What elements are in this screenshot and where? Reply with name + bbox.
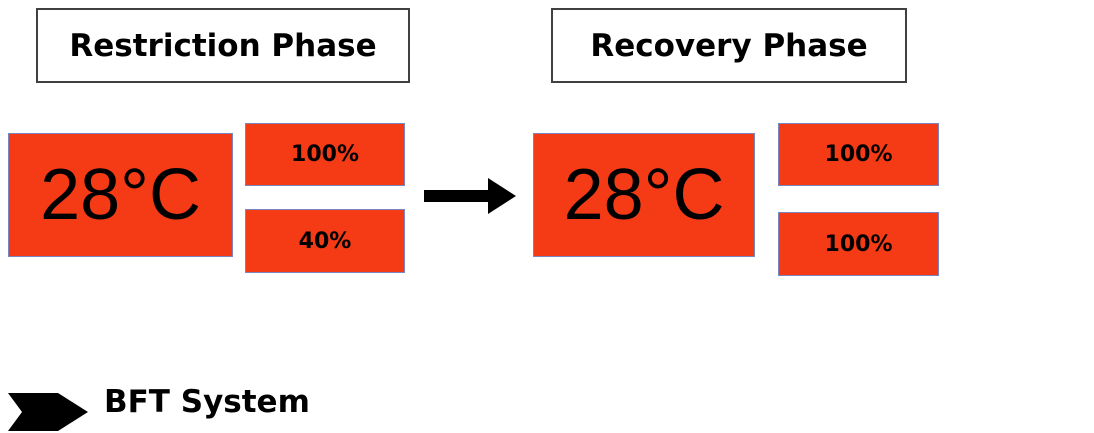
restriction-bottom-value-box: 40% bbox=[245, 209, 405, 273]
legend-arrow-right-icon bbox=[8, 393, 88, 431]
recovery-bottom-value: 100% bbox=[824, 231, 893, 257]
recovery-bottom-value-box: 100% bbox=[778, 212, 939, 276]
recovery-phase-title: Recovery Phase bbox=[590, 27, 868, 64]
restriction-phase-label: Restriction Phase bbox=[36, 8, 410, 83]
recovery-phase-label: Recovery Phase bbox=[551, 8, 907, 83]
restriction-top-value: 100% bbox=[291, 142, 359, 167]
recovery-temperature: 28°C bbox=[563, 155, 725, 235]
restriction-temperature: 28°C bbox=[40, 155, 201, 235]
restriction-temperature-box: 28°C bbox=[8, 133, 233, 257]
restriction-bottom-value: 40% bbox=[298, 228, 352, 254]
restriction-phase-title: Restriction Phase bbox=[69, 27, 377, 64]
recovery-top-value-box: 100% bbox=[778, 123, 939, 186]
recovery-top-value: 100% bbox=[824, 142, 893, 167]
restriction-top-value-box: 100% bbox=[245, 123, 405, 186]
legend-label: BFT System bbox=[104, 384, 310, 420]
transition-arrow-icon bbox=[424, 178, 516, 214]
recovery-temperature-box: 28°C bbox=[533, 133, 755, 257]
